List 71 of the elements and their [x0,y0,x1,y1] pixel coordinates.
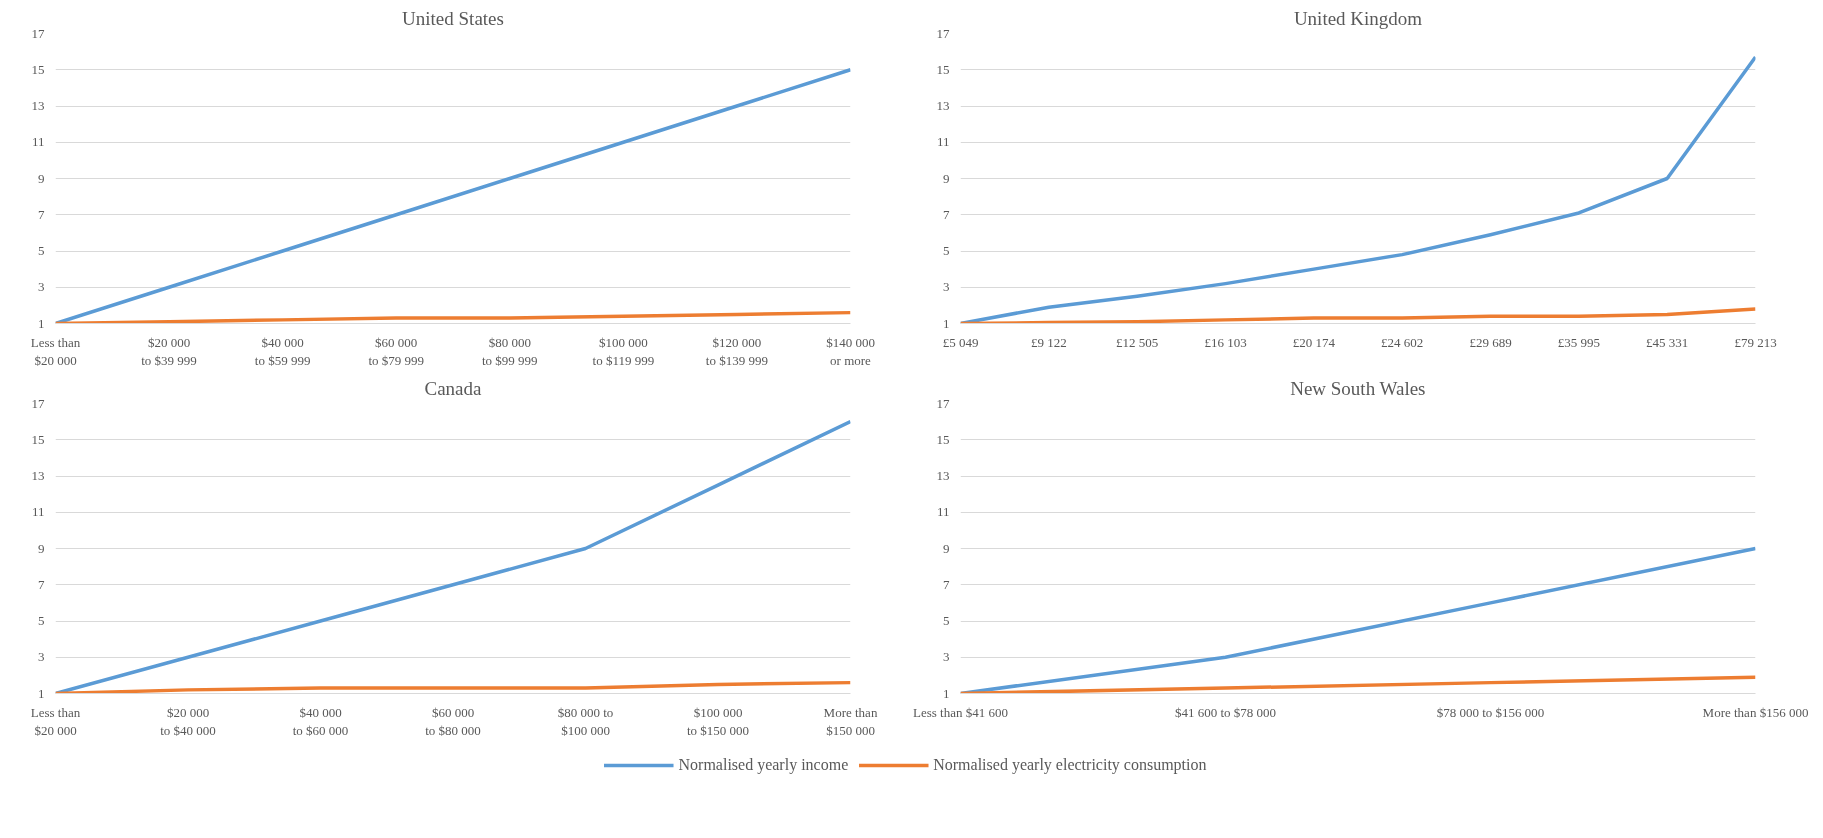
chart-title: United Kingdom [1293,7,1423,29]
x-tick-label: $78 000 to $156 000 [1436,704,1545,720]
x-tick-label: Less than $20 000 [30,334,81,368]
x-tick-label: £12 505 [1116,334,1159,350]
x-tick-label: $80 000 to $100 000 [557,704,614,738]
y-tick-label: 17 [936,25,950,41]
x-tick-label: £45 331 [1646,334,1689,350]
y-tick-label: 9 [38,540,45,556]
x-tick-label: £5 049 [942,334,979,350]
y-tick-label: 7 [38,206,45,222]
y-tick-label: 3 [943,649,950,665]
y-tick-label: 15 [31,61,45,77]
y-tick-label: 9 [38,170,45,186]
x-tick-label: More than $150 000 [823,704,878,738]
y-tick-label: 17 [31,25,45,41]
y-tick-label: 13 [936,98,950,113]
x-tick-label: More than $156 000 [1702,704,1809,720]
y-tick-label: 11 [31,504,45,520]
y-tick-label: 1 [38,685,45,701]
y-tick-label: 7 [38,576,45,592]
y-tick-label: 13 [936,468,950,483]
y-tick-label: 15 [31,431,45,447]
x-tick-label: $100 000 to $150 000 [686,704,750,738]
y-tick-label: 1 [943,685,950,701]
x-tick-label: $20 000 to $39 999 [141,334,197,368]
x-tick-label: £29 689 [1469,334,1512,350]
y-tick-label: 15 [936,431,950,447]
chart-title: United States [402,7,504,29]
y-tick-label: 3 [38,649,45,665]
y-tick-label: 1 [943,315,950,331]
x-tick-label: $60 000 to $80 000 [425,704,481,738]
y-tick-label: 9 [943,540,950,556]
x-tick-label: £9 122 [1030,334,1067,350]
x-tick-label: £35 995 [1557,334,1600,350]
legend-label: Normalised yearly electricity consumption [933,756,1207,774]
x-tick-label: $41 600 to $78 000 [1174,704,1277,720]
x-tick-label: $20 000 to $40 000 [160,704,216,738]
x-tick-label: £24 602 [1381,334,1424,350]
x-tick-label: $120 000 to $139 999 [705,334,768,368]
y-tick-label: 3 [38,279,45,295]
legend-label: Normalised yearly income [678,756,849,774]
x-tick-label: Less than $20 000 [30,704,81,738]
y-tick-label: 3 [943,279,950,295]
y-tick-label: 13 [31,98,45,113]
x-tick-label: $140 000 or more [826,334,875,368]
y-tick-label: 7 [943,576,950,592]
y-tick-label: 5 [38,243,45,258]
x-tick-label: $80 000 to $99 999 [481,334,538,368]
x-tick-label: $40 000 to $60 000 [292,704,349,738]
y-tick-label: 5 [38,613,45,628]
y-tick-label: 15 [936,61,950,77]
chart-title: New South Wales [1290,377,1426,399]
y-tick-label: 9 [943,170,950,186]
y-tick-label: 1 [38,315,45,331]
y-tick-label: 11 [936,504,950,520]
x-tick-label: $40 000 to $59 999 [254,334,311,368]
y-tick-label: 5 [943,243,950,258]
y-tick-label: 17 [936,395,950,411]
y-tick-label: 5 [943,613,950,628]
x-tick-label: £79 213 [1734,334,1777,350]
y-tick-label: 11 [31,134,45,150]
chart-title: Canada [424,377,483,399]
x-tick-label: £16 103 [1204,334,1247,350]
y-tick-label: 7 [943,206,950,222]
y-tick-label: 11 [936,134,950,150]
y-tick-label: 13 [31,468,45,483]
y-tick-label: 17 [31,395,45,411]
x-tick-label: Less than $41 600 [913,704,1008,720]
x-tick-label: $60 000 to $79 999 [368,334,425,368]
x-tick-label: $100 000 to $119 999 [592,334,655,368]
x-tick-label: £20 174 [1292,334,1336,350]
